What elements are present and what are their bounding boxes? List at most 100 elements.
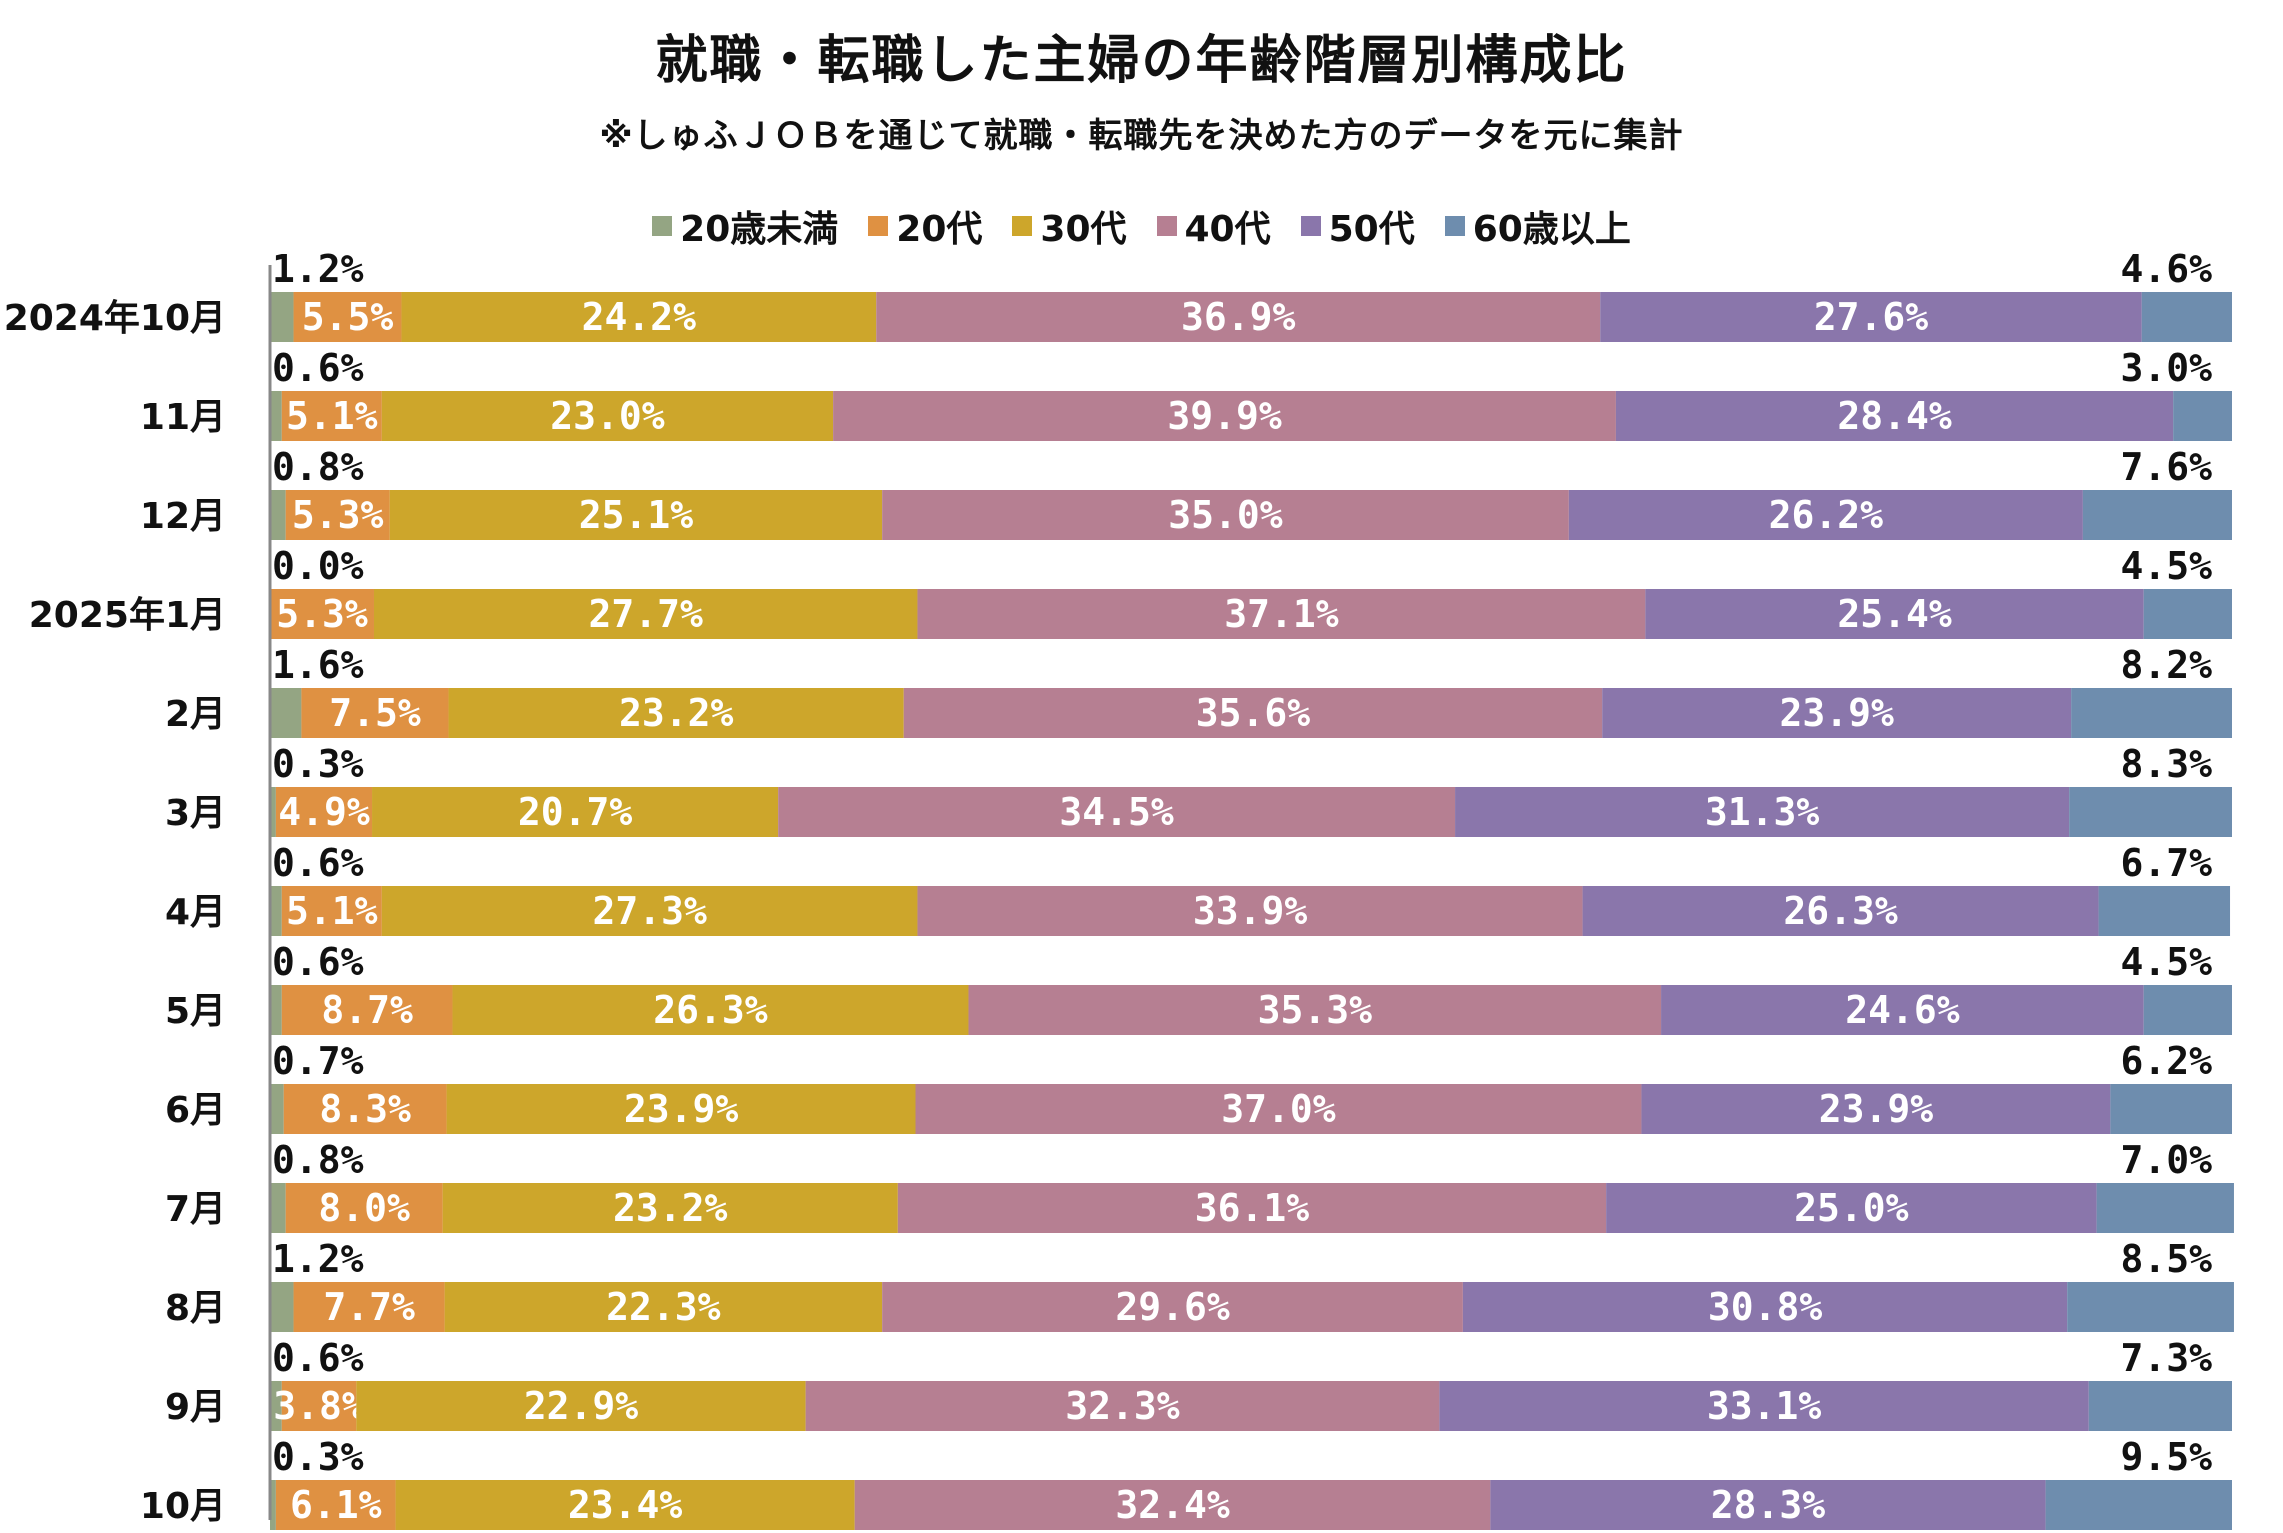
- data-label: 6.2%: [2120, 1039, 2212, 1083]
- data-label: 0.0%: [272, 544, 364, 588]
- bar-segment: [1615, 391, 2174, 441]
- legend-item: 50代: [1300, 200, 1415, 252]
- legend-swatch: [652, 216, 673, 236]
- data-label: 0.7%: [272, 1039, 364, 1083]
- bar-segment: [876, 292, 1601, 342]
- bar-segment: [444, 1282, 883, 1332]
- bar-segment: [281, 1381, 357, 1431]
- data-label: 27.6%: [1814, 295, 1929, 339]
- data-label: 4.5%: [2120, 940, 2212, 984]
- bar-segment: [2141, 292, 2232, 342]
- data-label: 27.7%: [589, 592, 704, 636]
- data-label: 0.6%: [272, 940, 364, 984]
- data-label: 20.7%: [518, 790, 633, 834]
- data-label: 32.3%: [1065, 1384, 1180, 1428]
- bar-segment: [1582, 886, 2099, 936]
- bar-segment: [968, 985, 1662, 1035]
- bar-segment: [2098, 886, 2231, 936]
- legend-item: 20歳未満: [652, 200, 838, 252]
- data-label: 8.0%: [318, 1186, 410, 1230]
- category-label: 4月: [165, 892, 226, 933]
- data-label: 3.8%: [273, 1384, 365, 1428]
- bar-segment: [270, 1084, 284, 1134]
- data-label: 23.4%: [568, 1483, 683, 1527]
- data-label: 0.8%: [272, 1138, 364, 1182]
- bar-segment: [1606, 1183, 2097, 1233]
- bar-segment: [2110, 1084, 2232, 1134]
- legend-swatch: [1444, 216, 1465, 236]
- legend-swatch: [868, 216, 889, 236]
- chart-title: 就職・転職した主婦の年齢階層別構成比: [655, 31, 1628, 91]
- data-label: 24.6%: [1845, 988, 1960, 1032]
- bar-segment: [897, 1183, 1607, 1233]
- bar-segment: [917, 589, 1646, 639]
- data-label: 29.6%: [1115, 1285, 1230, 1329]
- category-label: 12月: [140, 496, 226, 537]
- data-label: 32.4%: [1115, 1483, 1230, 1527]
- bar-segment: [882, 1282, 1463, 1332]
- data-label: 0.3%: [272, 1435, 364, 1479]
- data-label: 5.1%: [286, 394, 378, 438]
- bar-segment: [270, 1282, 294, 1332]
- data-label: 0.8%: [272, 445, 364, 489]
- data-label: 27.3%: [592, 889, 707, 933]
- bar-segment: [2069, 787, 2232, 837]
- legend-item: 60歳以上: [1444, 200, 1631, 252]
- data-label: 4.9%: [278, 790, 370, 834]
- category-label: 2024年10月: [4, 298, 226, 339]
- category-label: 10月: [140, 1486, 226, 1527]
- data-label: 25.4%: [1837, 592, 1952, 636]
- data-label: 28.4%: [1837, 394, 1952, 438]
- bar-segment: [372, 787, 779, 837]
- bar-segment: [1462, 1282, 2068, 1332]
- data-label: 7.3%: [2120, 1336, 2212, 1380]
- data-label: 30.8%: [1708, 1285, 1823, 1329]
- bar-segment: [2082, 490, 2232, 540]
- data-label: 23.2%: [613, 1186, 728, 1230]
- bar-segment: [285, 490, 390, 540]
- data-label: 23.2%: [619, 691, 734, 735]
- data-label: 36.1%: [1195, 1186, 1310, 1230]
- data-label: 22.3%: [606, 1285, 721, 1329]
- data-label: 4.6%: [2120, 247, 2212, 291]
- data-label: 37.1%: [1224, 592, 1339, 636]
- legend-label: 60歳以上: [1472, 209, 1631, 250]
- bar-segment: [1568, 490, 2083, 540]
- bar-segment: [281, 985, 453, 1035]
- data-label: 6.1%: [290, 1483, 382, 1527]
- bar-segment: [2045, 1480, 2232, 1530]
- bar-segment: [281, 886, 382, 936]
- bar-segment: [1641, 1084, 2111, 1134]
- bar-segment: [2143, 985, 2232, 1035]
- bar-segment: [270, 292, 294, 342]
- category-label: 7月: [165, 1189, 226, 1230]
- legend-swatch: [1012, 216, 1033, 236]
- chart-legend: 20歳未満 20代 30代 40代 50代 60歳以上: [0, 200, 2283, 252]
- data-label: 7.7%: [323, 1285, 415, 1329]
- bar-segment: [293, 1282, 445, 1332]
- data-label: 5.1%: [286, 889, 378, 933]
- category-label: 11月: [140, 397, 226, 438]
- data-label: 8.2%: [2120, 643, 2212, 687]
- bar-segment: [448, 688, 904, 738]
- data-label: 33.9%: [1193, 889, 1308, 933]
- bar-segment: [381, 391, 834, 441]
- data-label: 8.7%: [321, 988, 413, 1032]
- bar-segment: [395, 1480, 855, 1530]
- bar-segment: [1661, 985, 2144, 1035]
- data-label: 1.2%: [272, 1237, 364, 1281]
- bar-segment: [778, 787, 1456, 837]
- bar-segment: [381, 886, 918, 936]
- bar-segment: [389, 490, 883, 540]
- data-label: 22.9%: [524, 1384, 639, 1428]
- data-label: 5.3%: [276, 592, 368, 636]
- data-label: 26.3%: [653, 988, 768, 1032]
- bar-segment: [283, 1084, 447, 1134]
- bar-segment: [270, 886, 282, 936]
- bar-segment: [1600, 292, 2142, 342]
- data-label: 9.5%: [2120, 1435, 2212, 1479]
- bar-segment: [903, 688, 1603, 738]
- data-label: 8.3%: [319, 1087, 411, 1131]
- bar-segment: [356, 1381, 806, 1431]
- bar-segment: [915, 1084, 1642, 1134]
